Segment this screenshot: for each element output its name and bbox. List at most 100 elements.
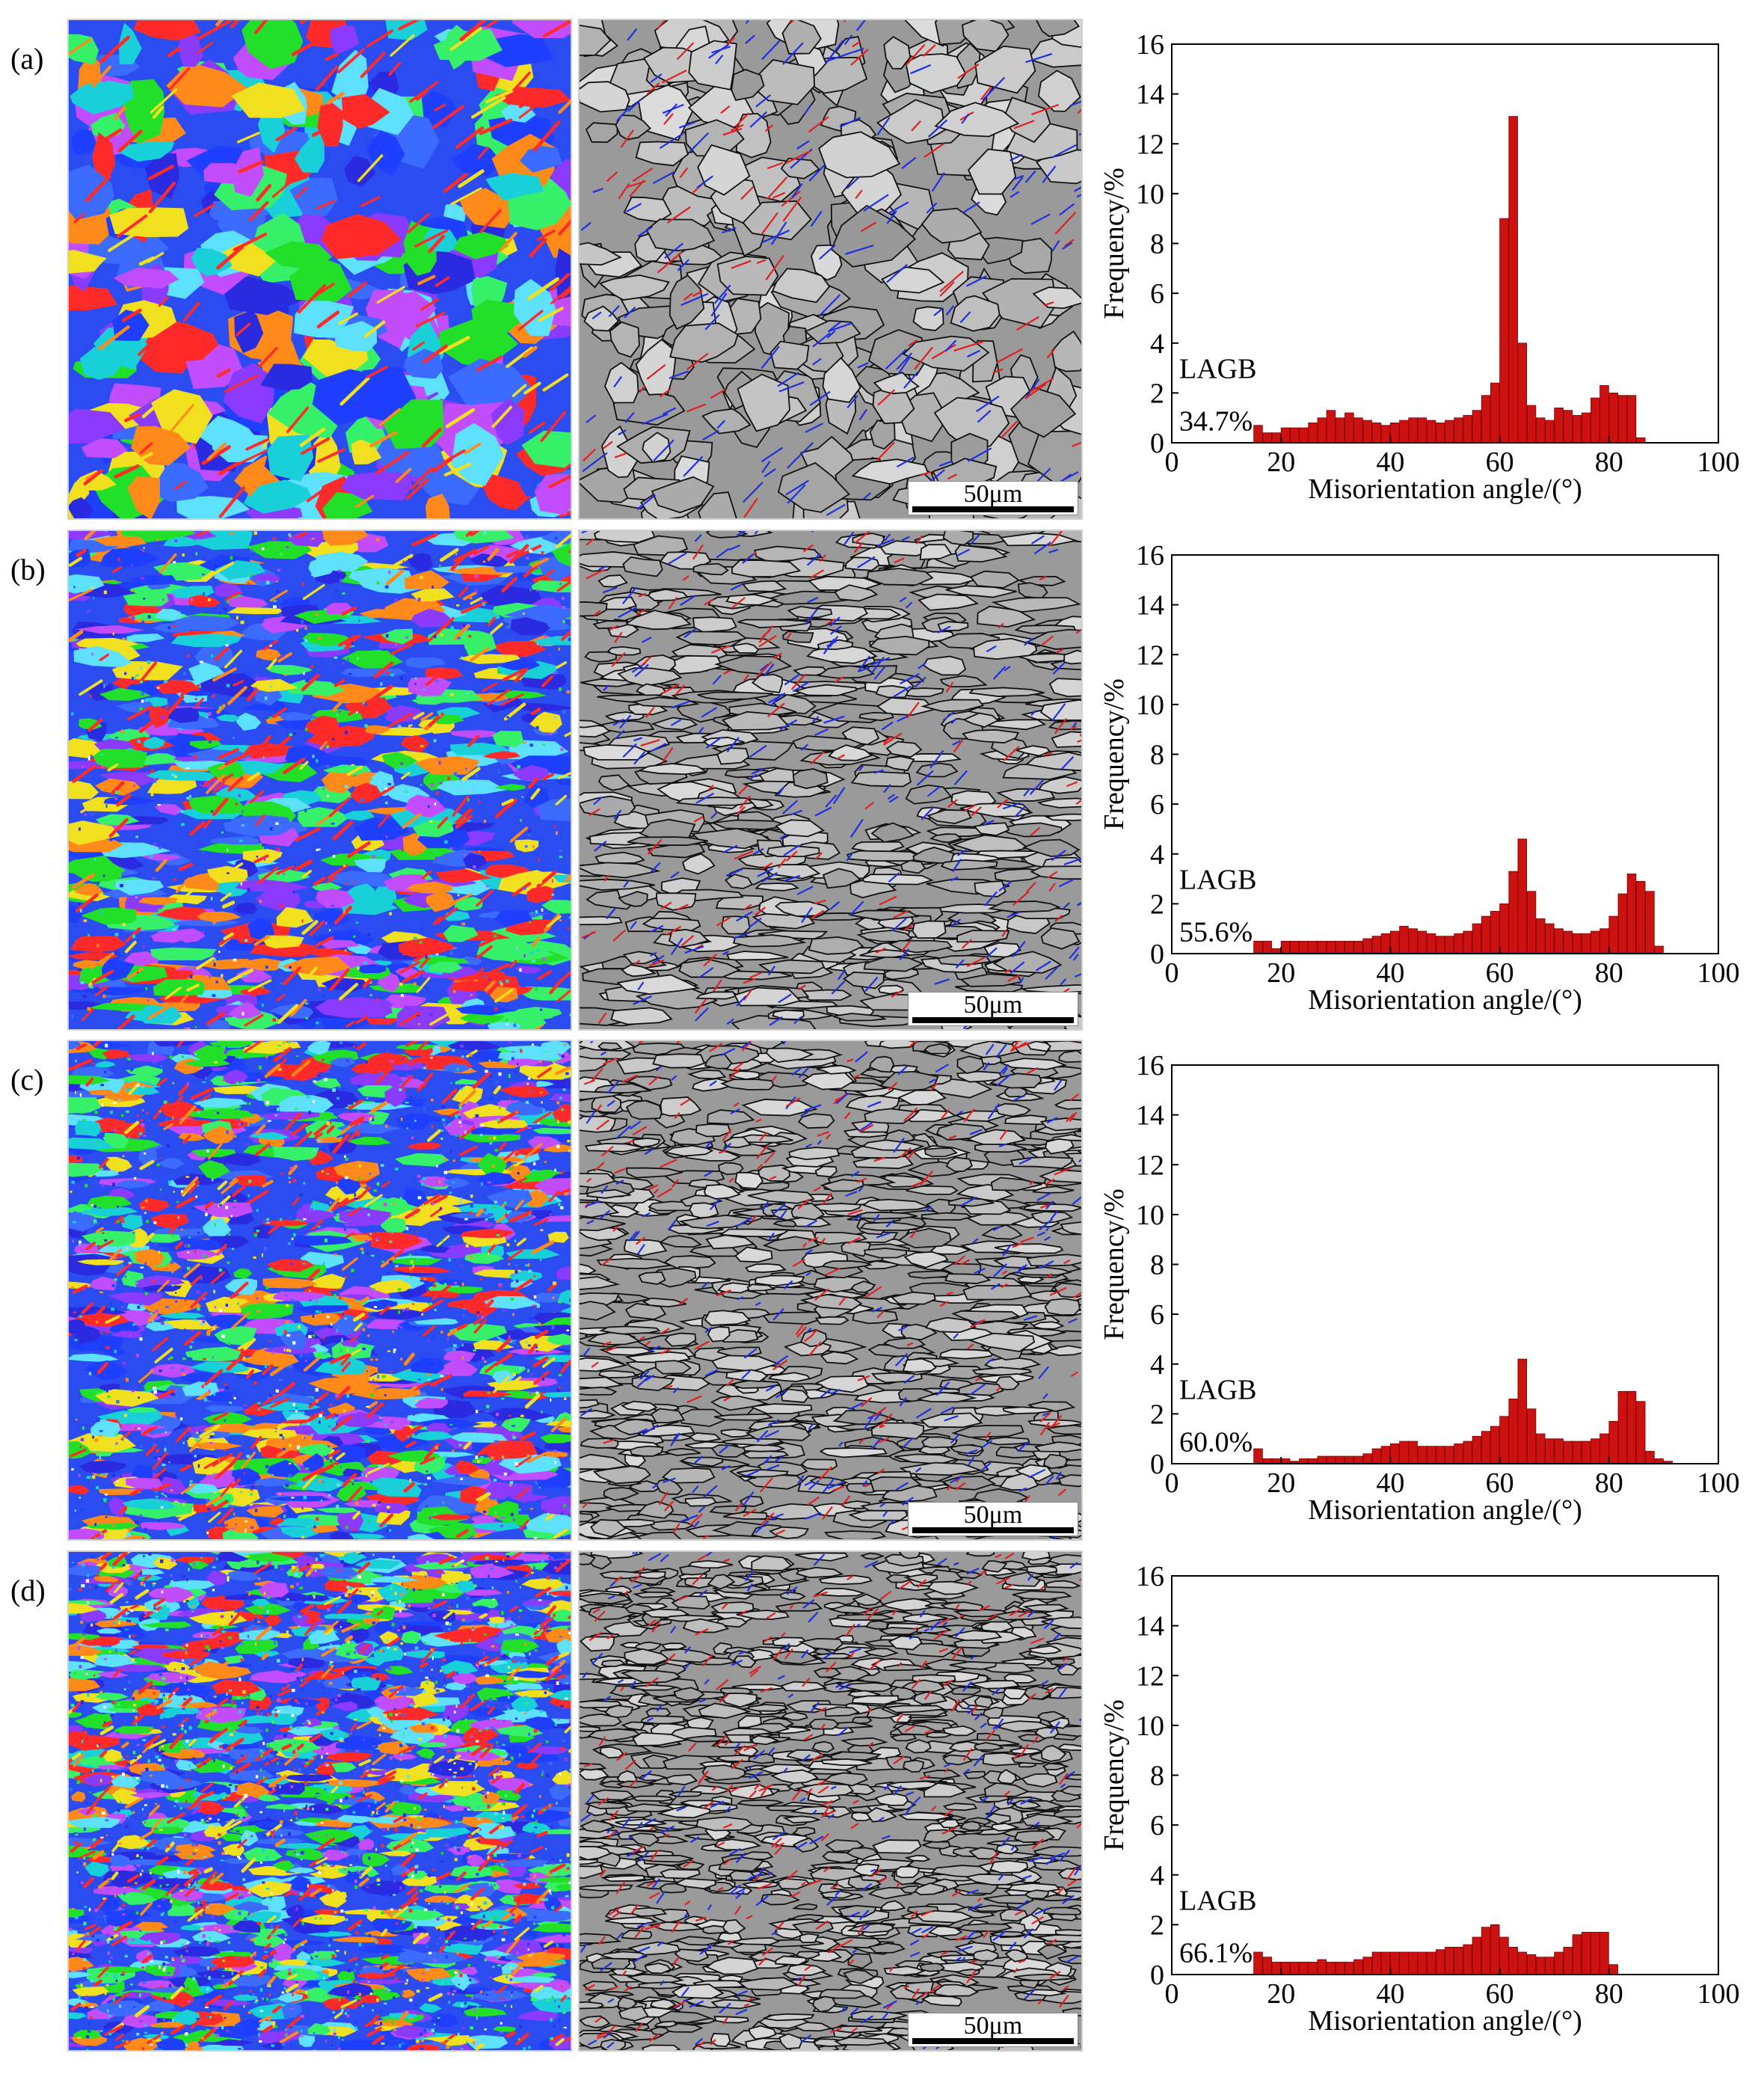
- boundary-line: [627, 99, 642, 112]
- boundary-line: [588, 808, 600, 816]
- grain: [822, 357, 861, 403]
- boundary-line: [696, 175, 714, 188]
- histogram-bar: [1617, 893, 1628, 954]
- grain: [642, 432, 672, 464]
- boundary-line: [963, 804, 976, 812]
- twin-lamella: [455, 808, 473, 825]
- boundary-line: [608, 304, 620, 318]
- grain: [879, 1041, 917, 1049]
- grain: [1037, 70, 1081, 112]
- boundary-line: [918, 662, 927, 669]
- grain: [934, 102, 1020, 138]
- grain: [1004, 1085, 1028, 1098]
- boundary-line: [807, 1496, 820, 1506]
- grain: [580, 1502, 619, 1512]
- boundary-line: [750, 1215, 757, 1222]
- boundary-line: [957, 64, 980, 79]
- twin-lamella: [511, 882, 532, 897]
- twin-lamella: [206, 1011, 226, 1025]
- grain: [150, 931, 188, 943]
- boundary-line: [1012, 174, 1024, 181]
- panel-label: (a): [10, 42, 44, 76]
- boundary-line: [708, 1043, 723, 1052]
- boundary-line: [1076, 194, 1081, 198]
- grain: [69, 1075, 111, 1085]
- grain: [968, 1332, 1036, 1352]
- grain: [125, 1065, 163, 1077]
- boundary-line: [666, 925, 682, 936]
- twin-lamella: [415, 311, 446, 328]
- grain: [255, 888, 301, 911]
- boundary-line: [787, 458, 797, 469]
- twin-lamella: [405, 478, 430, 500]
- twin-lamella: [560, 288, 571, 298]
- boundary-line: [888, 201, 909, 215]
- boundary-line: [951, 858, 962, 872]
- boundary-line: [662, 69, 687, 84]
- y-tick-label: 4: [1150, 1349, 1164, 1381]
- grain: [951, 1310, 1021, 1324]
- twin-lamella: [458, 1089, 476, 1107]
- histogram-bar: [1599, 384, 1609, 444]
- grain: [514, 1494, 547, 1502]
- histogram-bar: [1426, 1446, 1436, 1464]
- grain: [918, 1391, 977, 1403]
- grain: [342, 1468, 366, 1478]
- boundary-line: [773, 1455, 784, 1463]
- boundary-line: [1001, 1270, 1008, 1275]
- twin-lamella: [413, 711, 425, 720]
- twin-lamella: [156, 1077, 168, 1087]
- boundary-line: [894, 1352, 909, 1366]
- boundary-line: [716, 547, 730, 559]
- twin-lamella: [218, 461, 240, 476]
- grain: [851, 458, 929, 485]
- histogram-bar: [1545, 420, 1555, 444]
- boundary-line: [1018, 977, 1024, 985]
- histogram-bar: [1362, 420, 1372, 444]
- grain: [336, 1176, 361, 1195]
- boundary-line: [984, 891, 998, 906]
- boundary-line: [781, 190, 801, 207]
- twin-lamella: [275, 126, 298, 142]
- grain: [69, 1254, 112, 1276]
- boundary-line: [1040, 1203, 1050, 1209]
- boundary-line: [1035, 467, 1051, 484]
- histogram-bar: [1326, 410, 1336, 444]
- twin-lamella: [154, 1347, 173, 1363]
- boundary-line: [1036, 1231, 1046, 1237]
- boundary-line: [668, 552, 687, 565]
- grain: [950, 295, 1001, 332]
- histogram-bar: [1608, 1420, 1618, 1464]
- twin-lamella: [476, 889, 494, 907]
- histogram-bar: [1408, 417, 1418, 444]
- twin-lamella: [524, 1393, 541, 1409]
- boundary-line: [743, 978, 756, 984]
- histogram-bar: [1417, 930, 1428, 954]
- twin-lamella: [481, 1447, 492, 1455]
- twin-lamella: [255, 814, 265, 826]
- grain: [331, 1444, 366, 1464]
- boundary-line: [1052, 662, 1066, 675]
- grain: [1057, 1474, 1081, 1488]
- panel-label: (b): [10, 553, 46, 586]
- histogram-bar: [1417, 417, 1428, 444]
- twin-lamella: [155, 859, 168, 872]
- boundary-line: [618, 714, 632, 729]
- histogram-bar: [1262, 940, 1272, 954]
- histogram-bar: [1526, 1408, 1537, 1464]
- boundary-line: [873, 1214, 880, 1222]
- grain: [317, 102, 343, 147]
- histogram-bar: [1645, 1450, 1655, 1464]
- twin-lamella: [423, 1194, 441, 1205]
- boundary-line: [721, 1464, 731, 1470]
- grain: [321, 1435, 344, 1450]
- twin-lamella: [277, 652, 292, 663]
- twin-lamella: [202, 1432, 215, 1441]
- boundary-line: [672, 700, 691, 708]
- histogram-bar: [1608, 392, 1618, 444]
- histogram-bar: [1362, 938, 1372, 954]
- twin-lamella: [443, 173, 468, 193]
- boundary-line: [980, 1461, 992, 1473]
- twin-lamella: [328, 1197, 340, 1212]
- histogram-bar: [1262, 432, 1272, 444]
